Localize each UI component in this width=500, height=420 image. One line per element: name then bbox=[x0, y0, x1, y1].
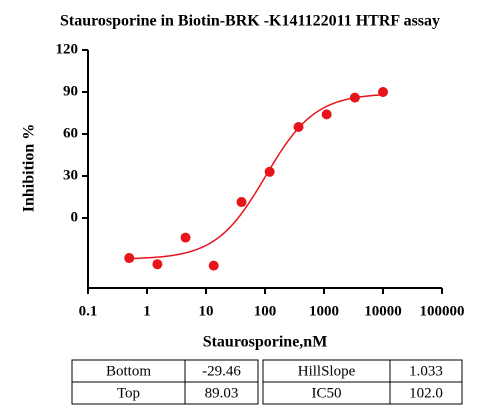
data-point bbox=[180, 232, 191, 243]
x-tick-label: 1 bbox=[143, 303, 151, 319]
table-text: 1.033 bbox=[409, 363, 443, 379]
y-tick-label: 60 bbox=[63, 125, 78, 141]
data-point bbox=[321, 109, 332, 120]
y-tick-label: 0 bbox=[71, 209, 79, 225]
table-cell bbox=[389, 381, 463, 405]
table-text: IC50 bbox=[312, 385, 342, 401]
x-tick-label: 10 bbox=[199, 303, 214, 319]
table-text: Bottom bbox=[106, 363, 151, 379]
y-tick-label: 30 bbox=[63, 167, 78, 183]
data-point bbox=[349, 92, 360, 103]
data-point bbox=[208, 260, 219, 271]
x-tick-label: 0.1 bbox=[79, 303, 98, 319]
table-cell bbox=[184, 381, 259, 405]
y-tick-label: 90 bbox=[63, 83, 78, 99]
data-point bbox=[152, 259, 163, 270]
x-tick-label: 100 bbox=[254, 303, 277, 319]
table-text: Top bbox=[117, 385, 140, 401]
data-point bbox=[378, 87, 388, 97]
data-point bbox=[293, 122, 304, 132]
data-point bbox=[264, 166, 275, 177]
y-axis-label: Inhibition % bbox=[21, 124, 38, 212]
table-text: HillSlope bbox=[298, 363, 356, 379]
x-tick-label: 10000 bbox=[364, 303, 402, 319]
table-text: -29.46 bbox=[202, 363, 241, 379]
x-tick-label: 100000 bbox=[420, 303, 465, 319]
y-tick-label: 120 bbox=[56, 41, 79, 57]
table-text: 89.03 bbox=[205, 385, 239, 401]
x-axis-label: Staurosporine,nM bbox=[203, 334, 328, 351]
chart-title: Staurosporine in Biotin-BRK -K141122011 … bbox=[60, 13, 440, 30]
data-point bbox=[124, 253, 135, 264]
table-text: 102.0 bbox=[409, 385, 443, 401]
data-point bbox=[236, 197, 247, 208]
x-tick-label: 1000 bbox=[309, 303, 339, 319]
fit-curve bbox=[129, 94, 384, 260]
